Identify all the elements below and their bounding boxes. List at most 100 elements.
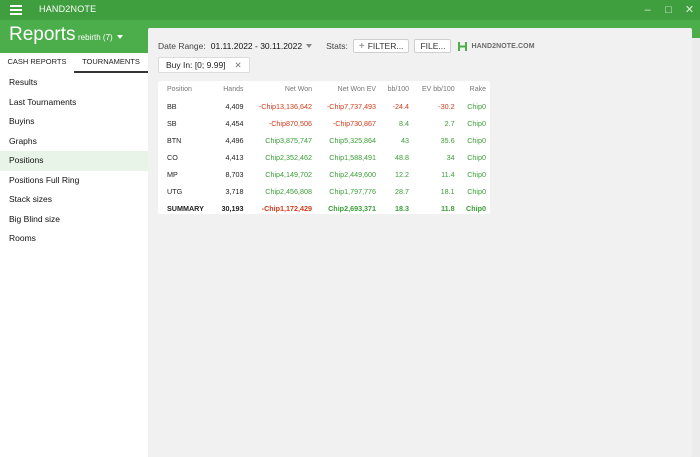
cell-rake: Chip0 — [467, 119, 486, 128]
cell-net-won-ev: -Chip7,737,493 — [326, 102, 377, 111]
sidebar-item-big-blind-size[interactable]: Big Blind size — [9, 213, 61, 224]
column-header-position[interactable]: Position — [167, 86, 192, 93]
tab-tournaments[interactable]: TOURNAMENTS — [74, 53, 148, 73]
minimize-icon[interactable]: – — [644, 4, 651, 16]
sidebar-item-results[interactable]: Results — [9, 77, 38, 87]
sidebar-item-graphs[interactable]: Graphs — [9, 135, 37, 146]
cell-net-won-ev: Chip5,325,864 — [329, 136, 377, 145]
sidebar-item-positions-full-ring[interactable]: Positions Full Ring — [9, 174, 80, 185]
user-name: rebirth (7) — [78, 33, 113, 42]
cell-rake: Chip0 — [467, 153, 486, 162]
cell-net-won: -Chip870,506 — [268, 119, 313, 128]
cell-net-won-ev: Chip1,797,776 — [329, 187, 377, 196]
cell-hands: 3,718 — [225, 187, 244, 196]
sidebar-item-rooms[interactable]: Rooms — [9, 233, 36, 243]
close-icon[interactable]: ✕ — [684, 4, 695, 16]
table-row[interactable]: BTN 4,496 Chip3,875,747 Chip5,325,864 43… — [158, 132, 490, 149]
cell-rake: Chip0 — [467, 102, 486, 111]
stats-label: Stats: — [326, 41, 348, 51]
column-header-rake[interactable]: Rake — [469, 86, 486, 93]
cell-rake: Chip0 — [467, 136, 486, 145]
cell-ev-bb100: 34 — [446, 153, 455, 162]
window-controls: – □ ✕ — [637, 0, 700, 20]
column-header-net-won[interactable]: Net Won — [284, 86, 313, 93]
user-selector[interactable]: rebirth (7) — [78, 33, 123, 42]
plus-icon: + — [358, 41, 365, 52]
cell-bb100: -24.4 — [392, 102, 410, 111]
cell-rake: Chip0 — [467, 170, 486, 179]
report-tabs: CASH REPORTS TOURNAMENTS — [0, 53, 148, 73]
cell-ev-bb100: 35.6 — [440, 136, 455, 145]
app-name: HAND2NOTE — [39, 4, 97, 14]
cell-rake: Chip0 — [466, 204, 486, 213]
close-icon[interactable]: ✕ — [234, 60, 242, 70]
hand2note-logo: HAND2NOTE.COM — [457, 41, 535, 52]
cell-hands: 30,193 — [221, 204, 244, 213]
cell-hands: 4,413 — [225, 153, 244, 162]
title-bar: HAND2NOTE – □ ✕ — [0, 0, 700, 20]
cell-position: SUMMARY — [167, 204, 204, 213]
chevron-down-icon[interactable] — [306, 44, 313, 48]
column-header-bb100[interactable]: bb/100 — [387, 86, 410, 93]
sidebar-item-last-tournaments[interactable]: Last Tournaments — [9, 96, 77, 107]
positions-table-card: Position Hands Net Won Net Won EV bb/100… — [158, 81, 490, 214]
table-row[interactable]: CO 4,413 Chip2,352,462 Chip1,588,491 48.… — [158, 149, 490, 166]
cell-net-won: Chip2,352,462 — [265, 153, 313, 162]
cell-net-won-ev: Chip2,693,371 — [328, 204, 377, 213]
hamburger-menu-icon[interactable] — [10, 5, 22, 15]
logo-text: HAND2NOTE.COM — [471, 42, 535, 50]
sidebar: Results Last Tournaments Buyins Graphs P… — [0, 73, 148, 457]
page-title: Reports — [9, 24, 76, 45]
table-row[interactable]: BB 4,409 -Chip13,136,642 -Chip7,737,493 … — [158, 98, 490, 115]
file-button[interactable]: FILE... — [414, 39, 452, 53]
cell-rake: Chip0 — [467, 187, 486, 196]
table-row[interactable]: SB 4,454 -Chip870,506 -Chip730,867 8.4 2… — [158, 115, 490, 132]
table-row[interactable]: MP 8,703 Chip4,149,702 Chip2,449,600 12.… — [158, 166, 490, 183]
report-panel: Date Range: 01.11.2022 - 30.11.2022 Stat… — [148, 28, 692, 457]
maximize-icon[interactable]: □ — [665, 4, 672, 16]
reports-header: Reports rebirth (7) — [0, 20, 148, 53]
cell-ev-bb100: -30.2 — [438, 102, 455, 111]
date-range-select[interactable]: 01.11.2022 - 30.11.2022 — [210, 41, 303, 51]
positions-table: Position Hands Net Won Net Won EV bb/100… — [158, 81, 490, 217]
sidebar-item-positions[interactable]: Positions — [0, 151, 148, 171]
cell-net-won-ev: Chip2,449,600 — [329, 170, 377, 179]
cell-position: UTG — [167, 187, 183, 196]
cell-hands: 4,454 — [225, 119, 244, 128]
cell-bb100: 28.7 — [395, 187, 410, 196]
cell-bb100: 18.3 — [395, 204, 410, 213]
cell-position: BB — [167, 102, 177, 111]
cell-bb100: 48.8 — [395, 153, 410, 162]
cell-net-won: -Chip13,136,642 — [258, 102, 313, 111]
cell-position: SB — [167, 119, 177, 128]
filter-button[interactable]: + FILTER... — [352, 39, 410, 53]
cell-net-won: Chip2,456,808 — [265, 187, 313, 196]
cell-hands: 8,703 — [225, 170, 244, 179]
date-range-label: Date Range: — [158, 41, 206, 51]
hand2note-logo-icon — [458, 41, 468, 51]
cell-ev-bb100: 11.8 — [441, 204, 455, 213]
cell-bb100: 12.2 — [395, 170, 410, 179]
cell-position: MP — [167, 170, 178, 179]
chip-label: Buy In: [0; 9.99] — [166, 60, 226, 70]
column-header-net-won-ev[interactable]: Net Won EV — [337, 86, 377, 93]
cell-net-won: Chip4,149,702 — [265, 170, 313, 179]
column-header-hands[interactable]: Hands — [223, 86, 244, 93]
sidebar-item-buyins[interactable]: Buyins — [9, 116, 35, 126]
sidebar-item-stack-sizes[interactable]: Stack sizes — [9, 194, 52, 204]
column-header-ev-bb100[interactable]: EV bb/100 — [421, 86, 455, 93]
buy-in-filter-chip: Buy In: [0; 9.99] ✕ — [158, 57, 250, 73]
cell-net-won-ev: -Chip730,867 — [332, 119, 377, 128]
cell-hands: 4,409 — [225, 102, 244, 111]
cell-ev-bb100: 18.1 — [440, 187, 455, 196]
cell-position: BTN — [167, 136, 182, 145]
cell-net-won: Chip3,875,747 — [265, 136, 313, 145]
tab-cash-reports[interactable]: CASH REPORTS — [7, 57, 67, 66]
filter-button-label: FILTER... — [367, 41, 404, 51]
table-row[interactable]: UTG 3,718 Chip2,456,808 Chip1,797,776 28… — [158, 183, 490, 200]
cell-bb100: 8.4 — [399, 119, 410, 128]
cell-position: CO — [167, 153, 178, 162]
cell-ev-bb100: 2.7 — [444, 119, 455, 128]
cell-net-won: -Chip1,172,429 — [261, 204, 313, 213]
cell-hands: 4,496 — [225, 136, 244, 145]
